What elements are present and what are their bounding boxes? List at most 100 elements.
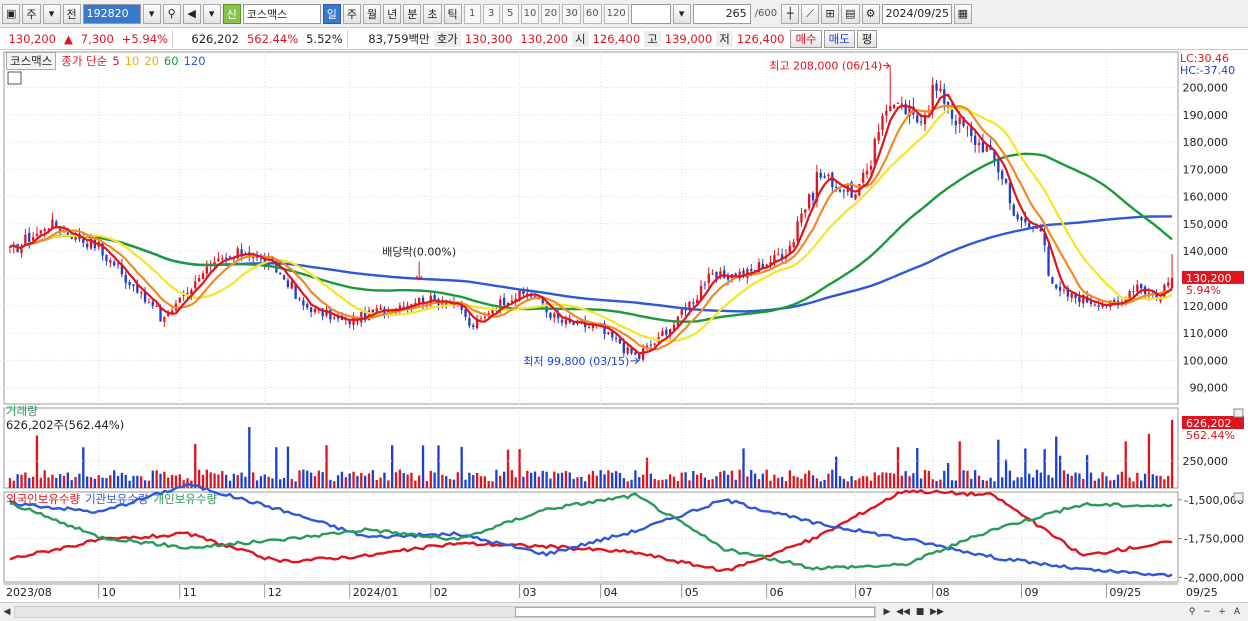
zoom-icon[interactable]: ⊞ (821, 3, 840, 24)
period-weekly-button[interactable]: 주 (342, 3, 362, 24)
volume-bar (1147, 433, 1151, 488)
volume-bar (950, 480, 954, 488)
zoom-plus-icon[interactable]: + (1218, 607, 1226, 617)
interval-20-button[interactable]: 20 (541, 3, 561, 24)
gear-icon[interactable]: ⚙ (861, 3, 880, 24)
calendar-icon[interactable]: ▦ (953, 3, 972, 24)
interval-3-button[interactable]: 3 (482, 3, 500, 24)
interval-120-button[interactable]: 120 (603, 3, 629, 24)
candle-body (526, 293, 529, 295)
volume-bar (244, 476, 247, 488)
candle-body (1070, 293, 1073, 298)
volume-bar (394, 472, 398, 488)
candle-body (1055, 284, 1058, 289)
period-second-button[interactable]: 초 (423, 3, 442, 24)
zoom-out-icon[interactable]: − (1203, 607, 1211, 617)
play-icon[interactable]: ▶ (883, 607, 891, 617)
period-tick-button[interactable]: 틱 (443, 3, 462, 24)
interval-10-button[interactable]: 10 (520, 3, 540, 24)
scroll-track[interactable] (14, 606, 876, 618)
zoom-in-icon[interactable]: ⚲ (1188, 607, 1196, 617)
prev-button[interactable]: 전 (62, 3, 81, 24)
volume-bar (838, 476, 842, 488)
legend-individual[interactable]: 개인보유수량 (153, 492, 218, 506)
legend-ma120[interactable]: 120 (183, 54, 206, 68)
search-icon[interactable]: ⚲ (162, 3, 181, 24)
legend-stock-name[interactable]: 코스맥스 (6, 52, 57, 70)
legend-ma5[interactable]: 5 (112, 54, 120, 68)
volume-bar (1109, 480, 1112, 488)
forward-icon[interactable]: ▶▶ (930, 607, 944, 617)
chart-scrollbar[interactable]: ◀ ▶ ◀◀ ■ ▶▶ ⚲ − + A (0, 602, 1248, 621)
stock-code-input[interactable]: 192820 (82, 3, 141, 24)
candle-body (904, 103, 907, 115)
candle-body (421, 297, 425, 305)
period-minute-button[interactable]: 분 (403, 3, 422, 24)
candle-body (985, 146, 988, 152)
legend-ma20[interactable]: 20 (144, 54, 159, 68)
interval-dropdown-icon[interactable]: ▾ (672, 3, 691, 24)
candle-type-icon[interactable]: ┼ (781, 3, 800, 24)
x-tick-label: 02 (434, 586, 448, 599)
stock-chart[interactable]: 90,000100,000110,000120,000130,000140,00… (0, 50, 1248, 602)
candle-body (919, 121, 923, 123)
date-input[interactable]: 2024/09/25 (881, 3, 952, 24)
candle-body (661, 331, 664, 337)
volume-bar (468, 472, 471, 488)
volume-bar (850, 476, 853, 488)
stock-name-field[interactable]: 코스맥스 (242, 3, 321, 24)
code-dropdown-icon[interactable]: ▾ (142, 3, 161, 24)
interval-custom-input[interactable] (630, 3, 671, 24)
period-type-select[interactable]: 주 (22, 3, 41, 24)
scroll-thumb[interactable] (515, 607, 875, 617)
candle-body (981, 141, 985, 152)
draw-tool-icon[interactable]: ⟋ (801, 3, 820, 24)
period-daily-button[interactable]: 일 (322, 3, 341, 24)
volume-bar (1116, 474, 1120, 488)
legend-institution[interactable]: 기관보유수량 (85, 492, 149, 506)
ma5-line (9, 93, 1173, 355)
buy-button[interactable]: 매수 (790, 29, 822, 48)
individual-holding-line (9, 492, 1173, 571)
period-yearly-button[interactable]: 년 (383, 3, 402, 24)
rewind-icon[interactable]: ◀◀ (896, 607, 910, 617)
volume-bar (715, 476, 718, 488)
chevron-down-icon[interactable]: ▾ (42, 3, 61, 24)
volume-bar (912, 473, 915, 488)
volume-bar (317, 470, 320, 488)
eval-button[interactable]: 평 (856, 29, 878, 48)
candle-body (935, 83, 938, 91)
candle-body (946, 101, 950, 107)
period-monthly-button[interactable]: 월 (363, 3, 382, 24)
scroll-left-icon[interactable]: ◀ (3, 607, 11, 617)
volume-bar (881, 472, 884, 488)
interval-30-button[interactable]: 30 (562, 3, 581, 24)
price-pane (3, 51, 1179, 405)
interval-5-button[interactable]: 5 (501, 3, 519, 24)
stop-icon[interactable]: ■ (915, 607, 925, 617)
speaker-icon[interactable]: ◀ (182, 3, 201, 24)
save-icon[interactable]: ▤ (841, 3, 860, 24)
candle-body (653, 343, 656, 345)
count-input[interactable]: 265 (692, 3, 751, 24)
ma20-line (9, 107, 1173, 342)
interval-60-button[interactable]: 60 (582, 3, 602, 24)
candle-body (1140, 283, 1143, 289)
ma10-line (9, 104, 1173, 351)
window-menu-icon[interactable]: ▣ (2, 3, 21, 24)
candle-body (1097, 305, 1100, 307)
volume-bar (85, 476, 89, 488)
volume-title[interactable]: 거래량 (6, 404, 38, 418)
legend-foreign[interactable]: 외국인보유수량 (6, 492, 81, 506)
candle-body (962, 117, 965, 127)
volume-bar (599, 470, 602, 488)
legend-ma60[interactable]: 60 (163, 54, 179, 68)
legend-ma10[interactable]: 10 (124, 54, 140, 68)
interval-1-button[interactable]: 1 (463, 3, 481, 24)
volume-bar (993, 481, 996, 488)
sell-button[interactable]: 매도 (823, 29, 855, 48)
x-tick-label: 09/25 (1186, 586, 1218, 599)
font-size-icon[interactable]: A (1233, 607, 1241, 617)
volume-bar (889, 472, 892, 488)
list-dropdown-icon[interactable]: ▾ (202, 3, 221, 24)
